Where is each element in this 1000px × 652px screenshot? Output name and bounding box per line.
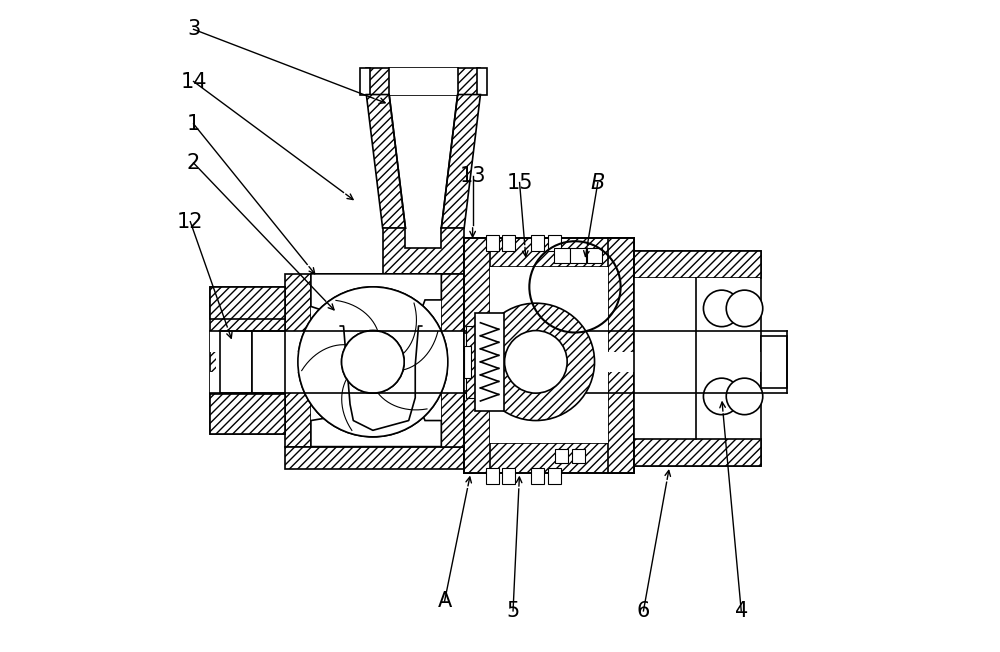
Bar xyxy=(210,394,285,434)
Bar xyxy=(360,68,370,95)
Circle shape xyxy=(298,287,448,437)
Bar xyxy=(570,248,586,263)
Circle shape xyxy=(703,290,740,327)
Bar xyxy=(210,331,787,352)
Bar xyxy=(634,278,760,438)
Text: 12: 12 xyxy=(177,212,204,231)
Text: 13: 13 xyxy=(459,166,486,186)
Bar xyxy=(634,251,761,278)
Bar xyxy=(210,372,787,393)
Bar xyxy=(464,238,634,473)
Bar xyxy=(477,68,487,95)
Polygon shape xyxy=(210,287,285,434)
Polygon shape xyxy=(441,95,480,228)
Circle shape xyxy=(505,331,567,393)
Text: 1: 1 xyxy=(187,114,200,134)
Polygon shape xyxy=(285,274,311,447)
Polygon shape xyxy=(383,228,464,274)
Text: 5: 5 xyxy=(506,601,520,621)
Bar xyxy=(761,336,787,388)
Bar xyxy=(548,235,561,251)
Bar xyxy=(220,331,285,393)
Bar xyxy=(608,238,634,473)
Text: 2: 2 xyxy=(187,153,200,173)
Text: B: B xyxy=(591,173,605,192)
Bar xyxy=(311,274,441,447)
Circle shape xyxy=(703,378,740,415)
Bar xyxy=(634,439,761,466)
Bar xyxy=(531,468,544,484)
Bar xyxy=(490,267,608,443)
Circle shape xyxy=(477,303,595,421)
Bar xyxy=(502,235,515,251)
Bar xyxy=(502,468,515,484)
Polygon shape xyxy=(298,287,448,437)
Text: 15: 15 xyxy=(506,173,533,192)
Circle shape xyxy=(342,331,404,393)
Bar xyxy=(464,443,634,473)
Text: 6: 6 xyxy=(637,601,650,621)
Bar xyxy=(486,235,499,251)
Polygon shape xyxy=(441,274,464,447)
Bar xyxy=(464,238,634,267)
Bar xyxy=(486,468,499,484)
Bar xyxy=(466,326,482,398)
Polygon shape xyxy=(285,447,464,469)
Bar xyxy=(220,331,252,393)
Bar xyxy=(555,449,568,463)
Bar xyxy=(475,313,504,411)
Bar xyxy=(587,248,602,263)
Polygon shape xyxy=(366,95,405,228)
Bar xyxy=(464,333,484,391)
Bar xyxy=(210,287,285,319)
Circle shape xyxy=(342,331,404,393)
Bar xyxy=(531,235,544,251)
Bar xyxy=(554,248,570,263)
Circle shape xyxy=(726,290,763,327)
Polygon shape xyxy=(311,274,441,447)
Bar xyxy=(464,346,471,378)
Text: 4: 4 xyxy=(735,601,748,621)
Bar xyxy=(216,352,787,372)
Bar xyxy=(634,251,761,466)
Bar xyxy=(464,238,490,473)
Bar xyxy=(548,468,561,484)
Text: A: A xyxy=(437,591,452,611)
Bar xyxy=(366,68,480,95)
Bar xyxy=(252,331,285,393)
Text: 14: 14 xyxy=(180,72,207,91)
Circle shape xyxy=(726,378,763,415)
Bar xyxy=(389,68,458,95)
Text: 3: 3 xyxy=(187,20,200,39)
Bar xyxy=(572,449,585,463)
